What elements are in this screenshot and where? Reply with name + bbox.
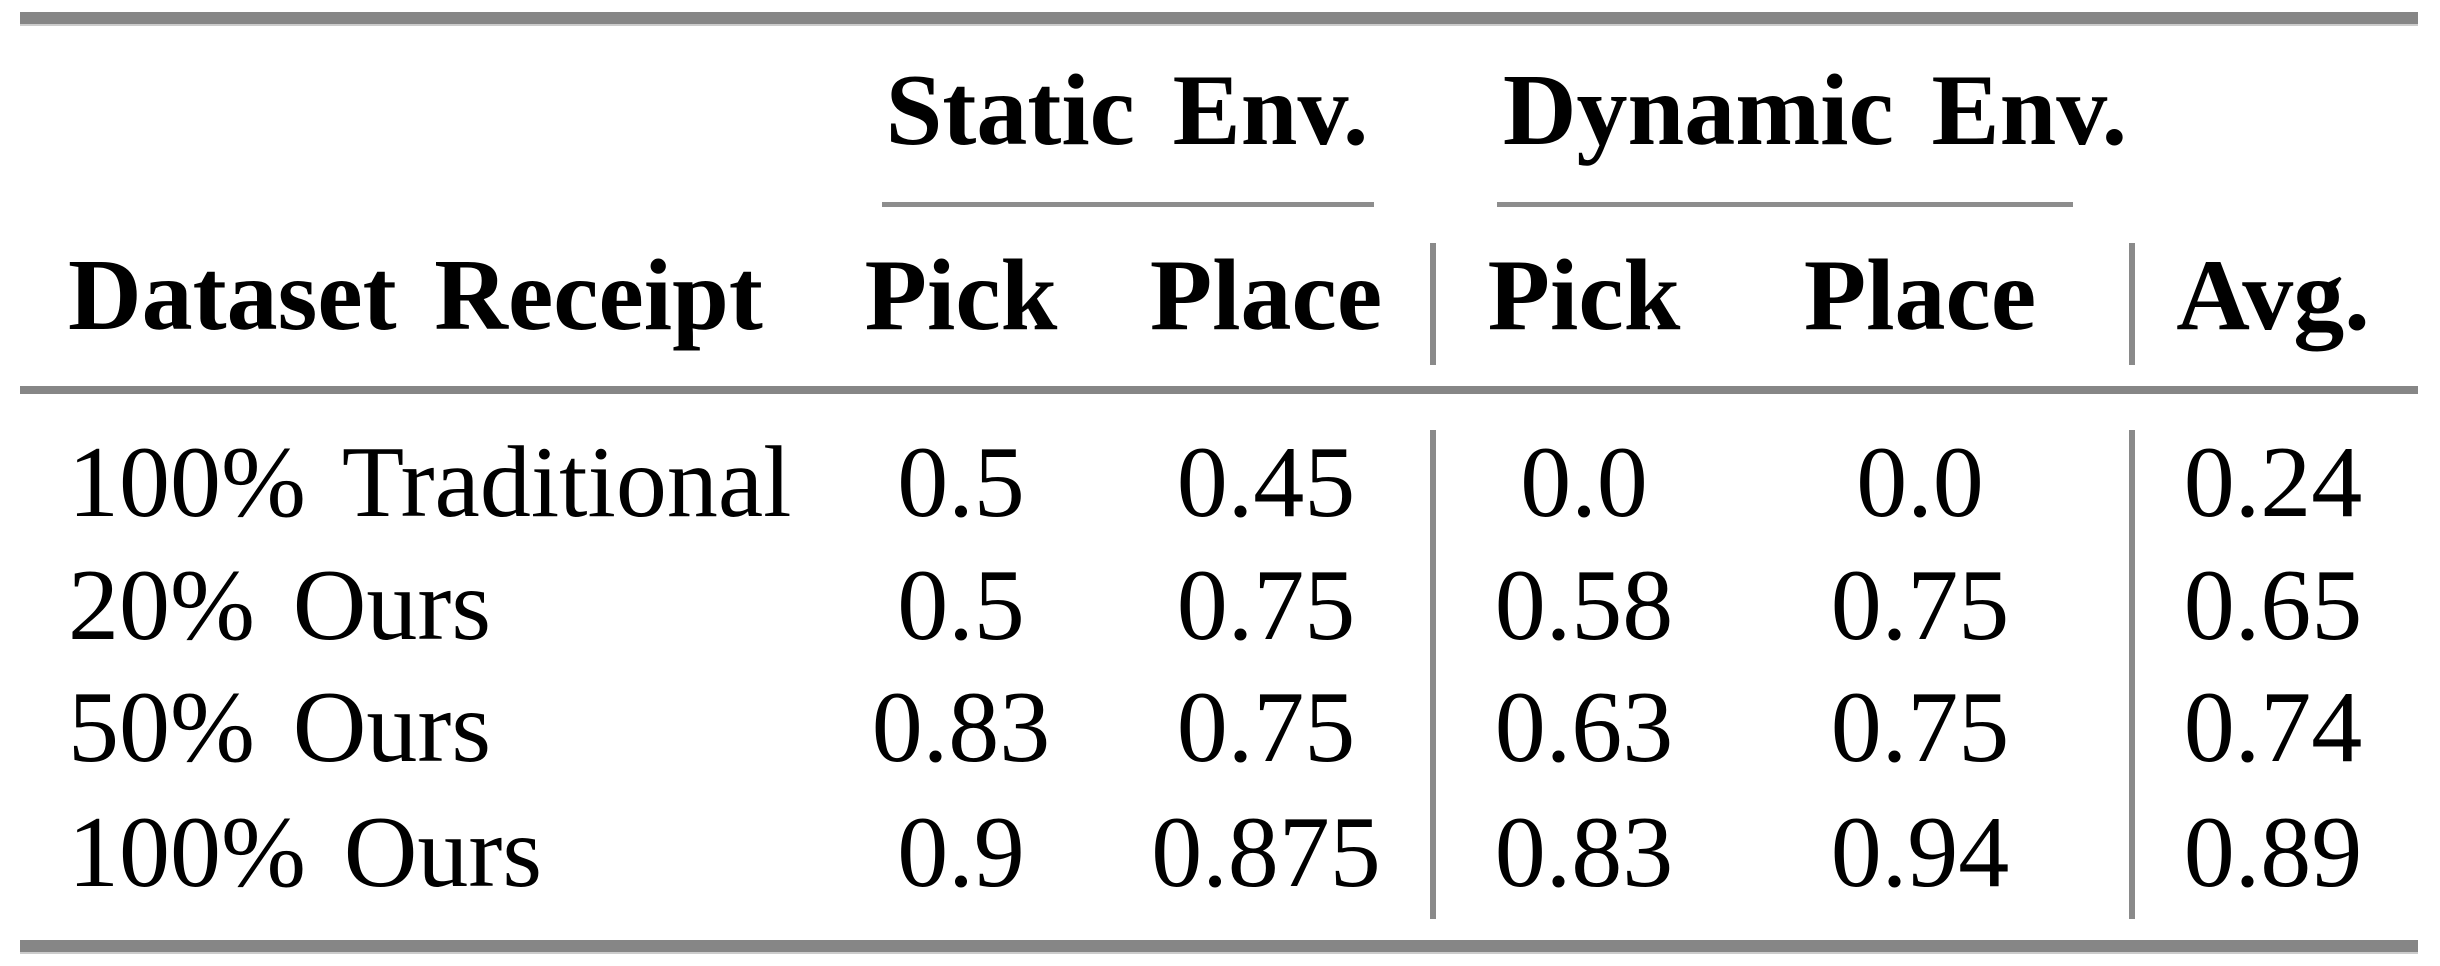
bottom-rule xyxy=(20,940,2418,954)
cell-static-place: 0.45 xyxy=(1176,426,1356,539)
table-row: 20% Ours 0.5 0.75 0.58 0.75 0.65 xyxy=(0,555,2440,657)
cell-static-place: 0.75 xyxy=(1176,671,1356,784)
row-label: 100% Traditional xyxy=(68,426,792,539)
row-label: 20% Ours xyxy=(68,549,492,662)
table-row: 50% Ours 0.83 0.75 0.63 0.75 0.74 xyxy=(0,677,2440,779)
cell-static-place: 0.75 xyxy=(1176,549,1356,662)
vertical-separator-dynamic-avg-header xyxy=(2129,243,2135,365)
cell-static-pick: 0.5 xyxy=(897,426,1025,539)
group-header-static-env: Static Env. xyxy=(885,54,1369,167)
table-row: 100% Ours 0.9 0.875 0.83 0.94 0.89 xyxy=(0,802,2440,904)
top-rule xyxy=(20,12,2418,26)
cell-dynamic-place: 0.94 xyxy=(1830,796,2010,909)
row-label: 50% Ours xyxy=(68,671,492,784)
cell-dynamic-pick: 0.58 xyxy=(1494,549,1674,662)
cell-dynamic-pick: 0.63 xyxy=(1494,671,1674,784)
cell-static-place: 0.875 xyxy=(1151,796,1381,909)
column-header-avg: Avg. xyxy=(2176,239,2370,352)
vertical-separator-static-dynamic-body xyxy=(1430,430,1436,919)
cell-static-pick: 0.5 xyxy=(897,549,1025,662)
cell-static-pick: 0.83 xyxy=(871,671,1051,784)
cell-dynamic-place: 0.75 xyxy=(1830,549,2010,662)
cell-dynamic-pick: 0.83 xyxy=(1494,796,1674,909)
cell-dynamic-pick: 0.0 xyxy=(1520,426,1648,539)
cell-static-pick: 0.9 xyxy=(897,796,1025,909)
cell-avg: 0.89 xyxy=(2183,796,2363,909)
cell-avg: 0.74 xyxy=(2183,671,2363,784)
column-header-dataset-receipt: Dataset Receipt xyxy=(68,239,763,352)
row-label: 100% Ours xyxy=(68,796,543,909)
header-midrule xyxy=(20,386,2418,394)
group-header-dynamic-env: Dynamic Env. xyxy=(1502,54,2128,167)
column-header-dynamic-place: Place xyxy=(1803,239,2037,352)
cell-avg: 0.65 xyxy=(2183,549,2363,662)
column-header-static-pick: Pick xyxy=(864,239,1058,352)
vertical-separator-dynamic-avg-body xyxy=(2129,430,2135,919)
cell-dynamic-place: 0.75 xyxy=(1830,671,2010,784)
static-env-cmidrule xyxy=(882,202,1374,207)
cell-avg: 0.24 xyxy=(2183,426,2363,539)
column-header-static-place: Place xyxy=(1149,239,1383,352)
cell-dynamic-place: 0.0 xyxy=(1856,426,1984,539)
column-header-dynamic-pick: Pick xyxy=(1487,239,1681,352)
table-row: 100% Traditional 0.5 0.45 0.0 0.0 0.24 xyxy=(0,432,2440,534)
vertical-separator-static-dynamic-header xyxy=(1430,243,1436,365)
column-header-row: Dataset Receipt Pick Place Pick Place Av… xyxy=(0,245,2440,347)
dynamic-env-cmidrule xyxy=(1497,202,2073,207)
